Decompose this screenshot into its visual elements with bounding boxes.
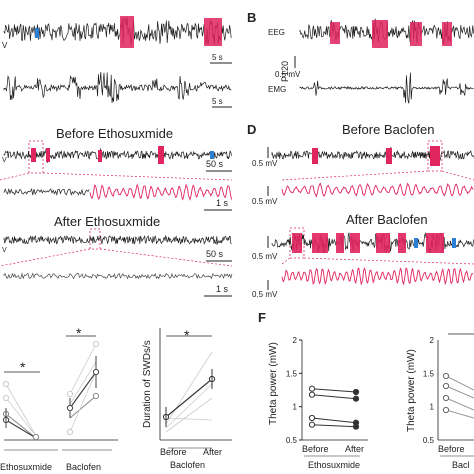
panel-b-eeg-trace bbox=[299, 18, 474, 48]
data-point bbox=[308, 414, 316, 422]
group-label-ethosuxmide: Ethosuxmide bbox=[0, 462, 52, 472]
before-baclofen-zoom-trace bbox=[281, 182, 474, 198]
swd-highlight bbox=[120, 16, 134, 48]
age-label: P120 bbox=[280, 61, 290, 82]
panel-e-duration-plot: Duration of SWDs/s * Before After Baclof… bbox=[142, 327, 232, 470]
data-point bbox=[352, 388, 360, 396]
scale-mv-d3: 0.5 mV bbox=[252, 252, 278, 261]
after-baclofen-title: After Baclofen bbox=[346, 212, 428, 227]
scale-50s-c1: 50 s bbox=[206, 159, 224, 169]
theta-ylabel: Theta power (mW) bbox=[268, 342, 279, 425]
swd-highlight bbox=[398, 233, 406, 253]
after-ethosuxmide-title: After Ethosuxmide bbox=[54, 214, 160, 229]
before-ethosuxmide-zoom-trace bbox=[3, 183, 233, 201]
sig-star-ethosuxmide: * bbox=[20, 359, 26, 375]
swd-highlight bbox=[376, 233, 390, 253]
y-tick-label: 0.5 bbox=[286, 436, 298, 445]
panel-label-f: F bbox=[258, 310, 266, 325]
before-baclofen-trace bbox=[271, 145, 474, 166]
after-ethosuxmide-zoom-trace bbox=[3, 272, 233, 280]
data-point bbox=[352, 423, 360, 430]
theta2-x-before: Before bbox=[438, 444, 465, 454]
scale-mv-b: 0.5 mV bbox=[275, 70, 301, 79]
scale-1s-c2: 1 s bbox=[216, 284, 229, 294]
panel-label-d: D bbox=[247, 122, 256, 137]
scale-mv-c1: V bbox=[2, 157, 7, 164]
after-ethosuxmide-trace bbox=[3, 234, 232, 246]
scale-1s-c1: 1 s bbox=[216, 198, 229, 208]
scale-mv-c2: V bbox=[2, 247, 7, 254]
panel-f-theta-plot: Theta power (mW) 0.5 1 1.5 2 Before After E… bbox=[268, 336, 368, 470]
scale-50s-c2: 50 s bbox=[206, 249, 224, 259]
theta-x-after: After bbox=[345, 444, 364, 454]
mean-line bbox=[165, 378, 213, 418]
duration-ylabel: Duration of SWDs/s bbox=[142, 340, 153, 428]
theta-group-label: Ethosuxmide bbox=[308, 460, 360, 470]
series-line bbox=[311, 394, 357, 400]
swd-highlight bbox=[350, 233, 360, 253]
eeg-label: EEG bbox=[268, 28, 285, 37]
y-tick-label: 1 bbox=[293, 403, 298, 412]
before-ethosuxmide-title: Before Ethosuxmide bbox=[56, 126, 173, 141]
scale-mv-d2: 0.5 mV bbox=[252, 197, 278, 206]
swd-highlight bbox=[292, 233, 302, 253]
data-point bbox=[308, 421, 316, 428]
before-ethosuxmide-trace bbox=[3, 145, 232, 164]
panel-label-b: B bbox=[247, 10, 256, 25]
top-left-emg-trace bbox=[3, 71, 232, 103]
swd-highlight bbox=[336, 233, 344, 253]
group-label-baclofen: Baclofen bbox=[66, 462, 101, 472]
scale-5s-label-2: 5 s bbox=[212, 97, 223, 106]
after-baclofen-trace bbox=[271, 232, 474, 254]
top-left-eeg-trace bbox=[3, 16, 232, 48]
blue-marker bbox=[35, 28, 39, 38]
emg-label: EMG bbox=[268, 85, 286, 94]
scale-5s-label: 5 s bbox=[212, 53, 223, 62]
sig-star-baclofen: * bbox=[76, 325, 82, 341]
scale-mv-label: V bbox=[2, 41, 8, 50]
duration-x-before: Before bbox=[160, 447, 187, 457]
y-tick-label: 1.5 bbox=[286, 369, 298, 378]
y-tick-label: 2 bbox=[293, 336, 298, 345]
y-tick-label: 0.5 bbox=[423, 436, 435, 445]
y-tick-label: 1 bbox=[430, 403, 435, 412]
duration-x-after: After bbox=[203, 447, 222, 457]
theta2-group-label: Bacl bbox=[452, 460, 470, 470]
panel-b-emg-trace bbox=[299, 72, 474, 104]
data-point bbox=[352, 395, 360, 402]
theta-x-before: Before bbox=[302, 444, 329, 454]
data-point bbox=[308, 385, 316, 392]
panel-e-count-plot: * Ethosuxmide * Baclofen bbox=[0, 325, 118, 472]
scale-mv-d1: 0.5 mV bbox=[252, 159, 278, 168]
series-line bbox=[311, 417, 357, 424]
series-line bbox=[311, 424, 357, 428]
duration-group-label: Baclofen bbox=[170, 460, 205, 470]
swd-highlight bbox=[426, 233, 444, 253]
swd-highlight bbox=[312, 233, 328, 253]
scale-mv-d4: 0.5 mV bbox=[252, 290, 278, 299]
series-line bbox=[311, 388, 357, 393]
sig-star-duration: * bbox=[184, 327, 190, 343]
panel-f-theta-plot-2: Theta power (mW) 0.5 1 1.5 2 Before Bacl bbox=[406, 333, 474, 470]
after-baclofen-zoom-trace bbox=[281, 267, 474, 286]
y-tick-label: 1.5 bbox=[423, 369, 435, 378]
before-baclofen-title: Before Baclofen bbox=[342, 122, 435, 137]
data-point bbox=[308, 391, 316, 398]
y-tick-label: 2 bbox=[430, 336, 435, 345]
swd-highlight bbox=[204, 18, 222, 46]
theta-ylabel-2: Theta power (mW) bbox=[406, 349, 417, 432]
